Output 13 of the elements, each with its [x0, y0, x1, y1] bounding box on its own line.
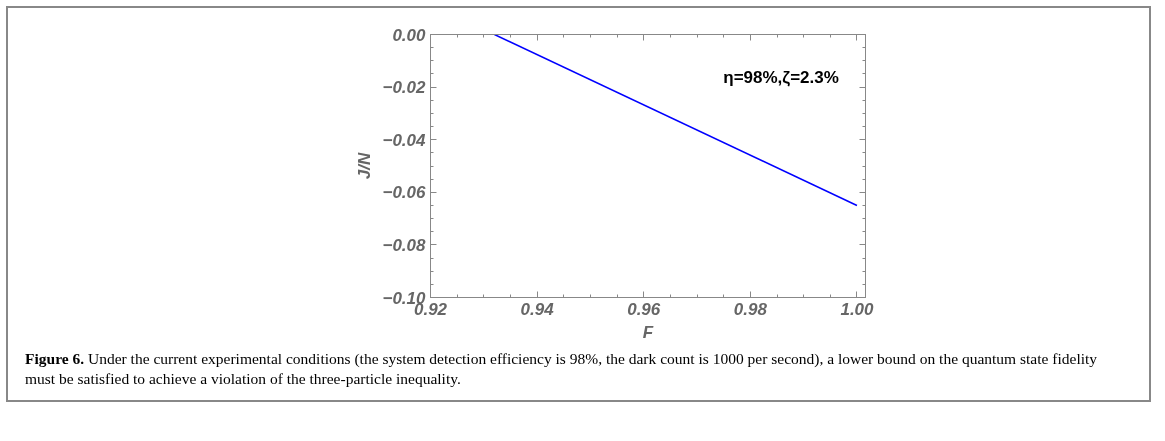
x-tick-label: 0.98	[733, 299, 768, 319]
x-tick-label: 0.94	[520, 299, 555, 319]
y-tick-label: −0.04	[382, 130, 427, 150]
y-axis-title: J/N	[355, 152, 375, 180]
x-tick-label: 1.00	[840, 299, 875, 319]
y-tick-label: −0.06	[382, 183, 427, 203]
x-tick-label: 0.96	[627, 299, 661, 319]
caption: Figure 6. Under the current experimental conditions (the system detection efficiency is 98%, the dark count is 1000 per second), a lower bound on the quantum state fidelity must be satisfied to achieve a violation of the three-particle inequality.	[25, 349, 1099, 390]
y-tick-label: 0.00	[392, 25, 427, 45]
y-tick-label: −0.02	[382, 78, 427, 98]
x-axis-title: F	[642, 322, 654, 342]
y-tick-label: −0.08	[382, 235, 427, 255]
annotation: η=98%,ζ=2.3%	[723, 68, 839, 88]
